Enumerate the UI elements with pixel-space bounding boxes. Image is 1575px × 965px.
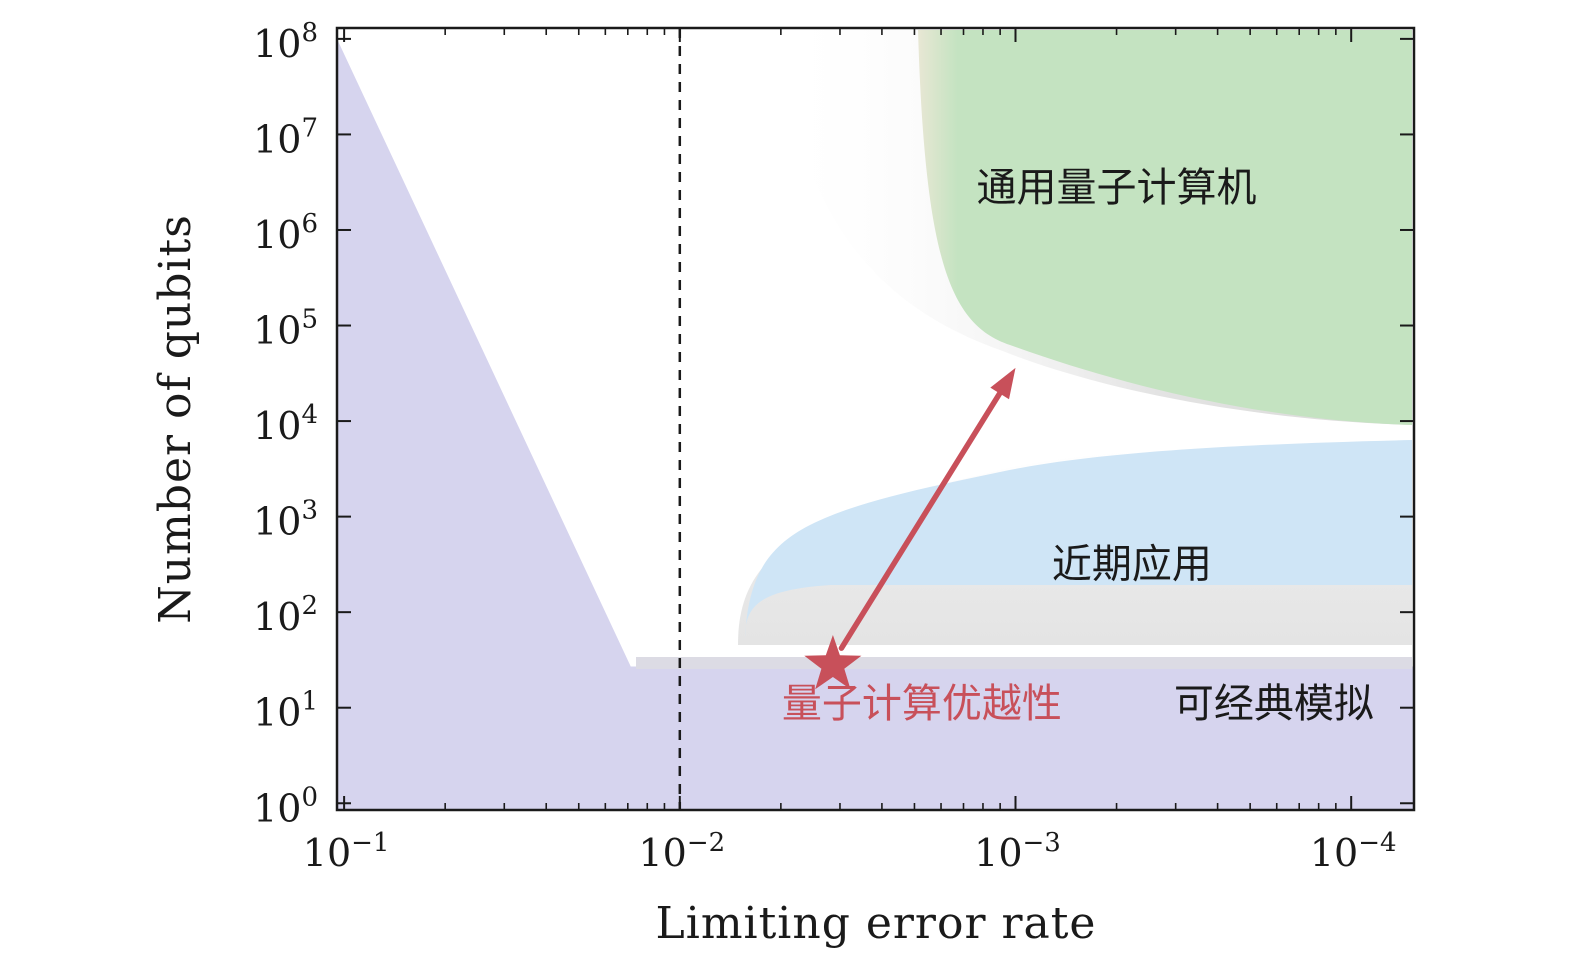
y-tick-label: 105 (253, 305, 318, 353)
y-tick-label: 104 (253, 400, 318, 448)
advantage-arrow (838, 390, 1003, 651)
y-axis-label: Number of qubits (150, 214, 201, 624)
classical-region (337, 38, 1414, 811)
x-tick-label: 10−1 (303, 828, 390, 875)
near-term-region (745, 440, 1412, 638)
x-tick-label: 10−4 (1310, 828, 1397, 875)
x-axis-label: Limiting error rate (656, 898, 1097, 949)
axis-tick-labels: 10−1 10−2 10−3 10−4 100 101 102 103 104 105 106 107… (253, 18, 1396, 875)
y-tick-label: 100 (253, 782, 318, 830)
y-tick-label: 101 (253, 687, 318, 735)
quantum-advantage-label: 量子计算优越性 (782, 681, 1062, 727)
advantage-arrow-head (990, 367, 1016, 400)
classical-region-label: 可经典模拟 (1174, 681, 1374, 727)
universal-region (918, 30, 1412, 425)
y-tick-label: 107 (253, 113, 318, 161)
plot-frame (335, 26, 1416, 812)
y-tick-label: 102 (253, 591, 318, 639)
y-tick-label: 106 (253, 209, 318, 257)
near-term-region-label: 近期应用 (1052, 542, 1212, 588)
universal-region-label: 通用量子计算机 (977, 165, 1257, 211)
x-tick-label: 10−2 (638, 828, 725, 875)
advantage-star-marker (804, 635, 862, 690)
y-tick-label: 103 (253, 496, 318, 544)
x-tick-label: 10−3 (974, 828, 1061, 875)
near-term-region-gap (738, 645, 1412, 657)
classical-region-top-band (636, 657, 1412, 669)
axis-ticks (337, 28, 1414, 810)
y-tick-label: 108 (253, 18, 318, 66)
